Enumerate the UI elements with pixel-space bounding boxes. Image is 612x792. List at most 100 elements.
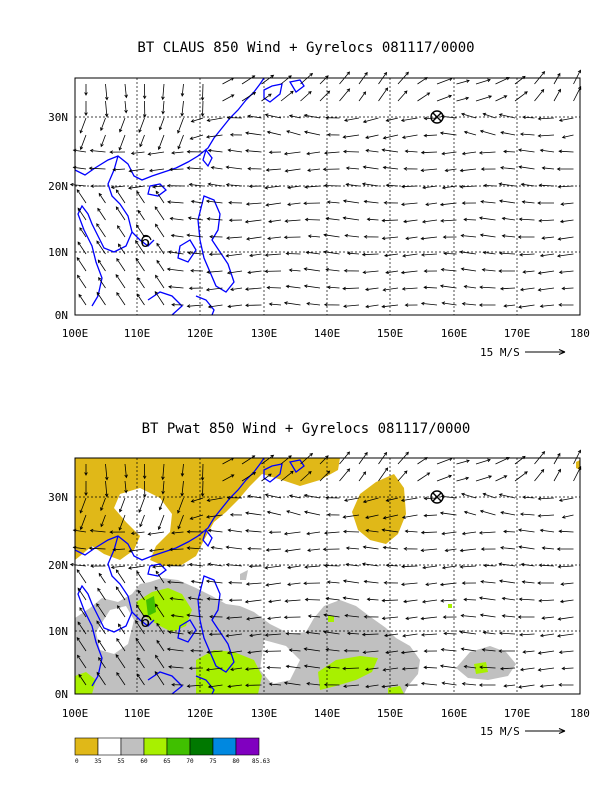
wind-arrow bbox=[460, 492, 477, 499]
wind-arrow bbox=[119, 117, 126, 133]
tropical-cyclone-symbol: 6 bbox=[140, 232, 152, 251]
wind-arrow bbox=[168, 285, 184, 289]
wind-arrow bbox=[168, 547, 184, 552]
wind-arrow bbox=[325, 496, 340, 500]
wind-arrow bbox=[117, 243, 126, 255]
wind-arrow bbox=[284, 548, 301, 553]
wind-arrow bbox=[403, 167, 418, 171]
y-tick-label: 30N bbox=[48, 111, 68, 124]
wind-arrow bbox=[518, 597, 535, 602]
wind-arrow bbox=[518, 217, 535, 222]
legend-swatch bbox=[235, 737, 260, 756]
wind-arrow bbox=[339, 88, 351, 102]
wind-arrow bbox=[325, 596, 340, 601]
wind-arrow bbox=[475, 458, 491, 465]
wind-arrow bbox=[440, 599, 457, 603]
wind-arrow bbox=[403, 547, 418, 551]
wind-arrow bbox=[161, 100, 165, 115]
wind-arrow bbox=[421, 599, 438, 604]
wind-arrow bbox=[188, 182, 204, 187]
wind-arrow bbox=[109, 530, 126, 534]
wind-arrow bbox=[463, 284, 477, 289]
wind-arrow bbox=[436, 474, 453, 482]
wind-arrow bbox=[421, 219, 438, 224]
wind-arrow bbox=[284, 599, 301, 603]
wind-arrow bbox=[518, 528, 535, 533]
wind-arrow bbox=[461, 302, 477, 306]
wind-arrow bbox=[423, 649, 438, 653]
wind-arrow bbox=[400, 117, 418, 122]
wind-arrow bbox=[517, 235, 535, 239]
wind-arrow bbox=[514, 471, 528, 482]
wind-arrow bbox=[79, 117, 87, 134]
wind-arrow bbox=[228, 598, 243, 603]
wind-arrow bbox=[205, 579, 223, 584]
wind-arrow bbox=[404, 149, 418, 154]
wind-arrow bbox=[79, 227, 87, 238]
wind-arrow bbox=[479, 233, 496, 238]
wind-arrow bbox=[400, 650, 418, 655]
wind-arrow bbox=[189, 134, 204, 140]
panel-bottom-grid bbox=[75, 458, 580, 694]
wind-arrow bbox=[77, 654, 87, 669]
wind-arrow bbox=[420, 548, 438, 553]
wind-arrow bbox=[439, 582, 457, 587]
wind-arrow bbox=[556, 253, 574, 258]
wind-arrow bbox=[400, 497, 418, 502]
wind-arrow bbox=[401, 667, 418, 671]
wind-arrow bbox=[444, 548, 457, 553]
wind-arrow bbox=[483, 183, 496, 188]
wind-arrow bbox=[539, 633, 555, 638]
wind-arrow bbox=[227, 304, 243, 309]
wind-arrow bbox=[363, 235, 379, 239]
wind-arrow bbox=[186, 684, 204, 688]
wind-arrow bbox=[207, 528, 223, 533]
wind-arrow bbox=[323, 250, 340, 255]
wind-arrow bbox=[84, 101, 88, 117]
wind-arrow bbox=[482, 250, 496, 255]
wind-arrow bbox=[190, 268, 204, 273]
wind-arrow bbox=[245, 303, 262, 308]
wind-arrow bbox=[521, 580, 535, 584]
wind-arrow bbox=[247, 166, 262, 171]
wind-arrow bbox=[200, 100, 205, 117]
wind-arrow bbox=[499, 666, 516, 671]
wind-arrow bbox=[343, 497, 360, 502]
wind-arrow bbox=[323, 683, 340, 687]
wind-arrow bbox=[537, 287, 555, 292]
wind-arrow bbox=[307, 614, 321, 619]
wind-arrow bbox=[460, 233, 477, 238]
wind-arrow bbox=[495, 95, 508, 102]
wind-arrow bbox=[417, 92, 431, 102]
wind-arrow bbox=[135, 257, 145, 272]
wind-arrow bbox=[261, 454, 275, 465]
wind-arrow bbox=[187, 596, 204, 601]
wind-arrow bbox=[478, 596, 496, 601]
wind-arrow bbox=[459, 630, 477, 635]
wind-arrow bbox=[205, 667, 223, 672]
wind-arrow bbox=[186, 304, 204, 308]
wind-arrow bbox=[139, 134, 145, 148]
wind-arrow bbox=[323, 303, 340, 307]
y-tick-label: 20N bbox=[48, 559, 68, 572]
wind-arrow bbox=[519, 512, 535, 516]
wind-arrow bbox=[559, 599, 574, 604]
wind-arrow bbox=[459, 548, 477, 553]
wind-arrow bbox=[186, 166, 204, 170]
wind-arrow bbox=[115, 586, 126, 601]
wind-arrow bbox=[264, 253, 282, 257]
wind-arrow bbox=[130, 531, 145, 535]
wind-arrow bbox=[229, 513, 243, 517]
legend-label: 70 bbox=[186, 758, 194, 765]
wind-arrow bbox=[227, 684, 243, 689]
wind-arrow bbox=[283, 681, 301, 686]
wind-arrow bbox=[304, 185, 321, 189]
wind-arrow bbox=[148, 168, 165, 173]
wind-arrow bbox=[109, 150, 126, 154]
wind-arrow bbox=[90, 564, 106, 568]
wind-arrow bbox=[84, 464, 88, 476]
wind-arrow bbox=[475, 475, 493, 482]
wind-arrow bbox=[200, 480, 205, 497]
wind-arrow bbox=[161, 83, 165, 101]
